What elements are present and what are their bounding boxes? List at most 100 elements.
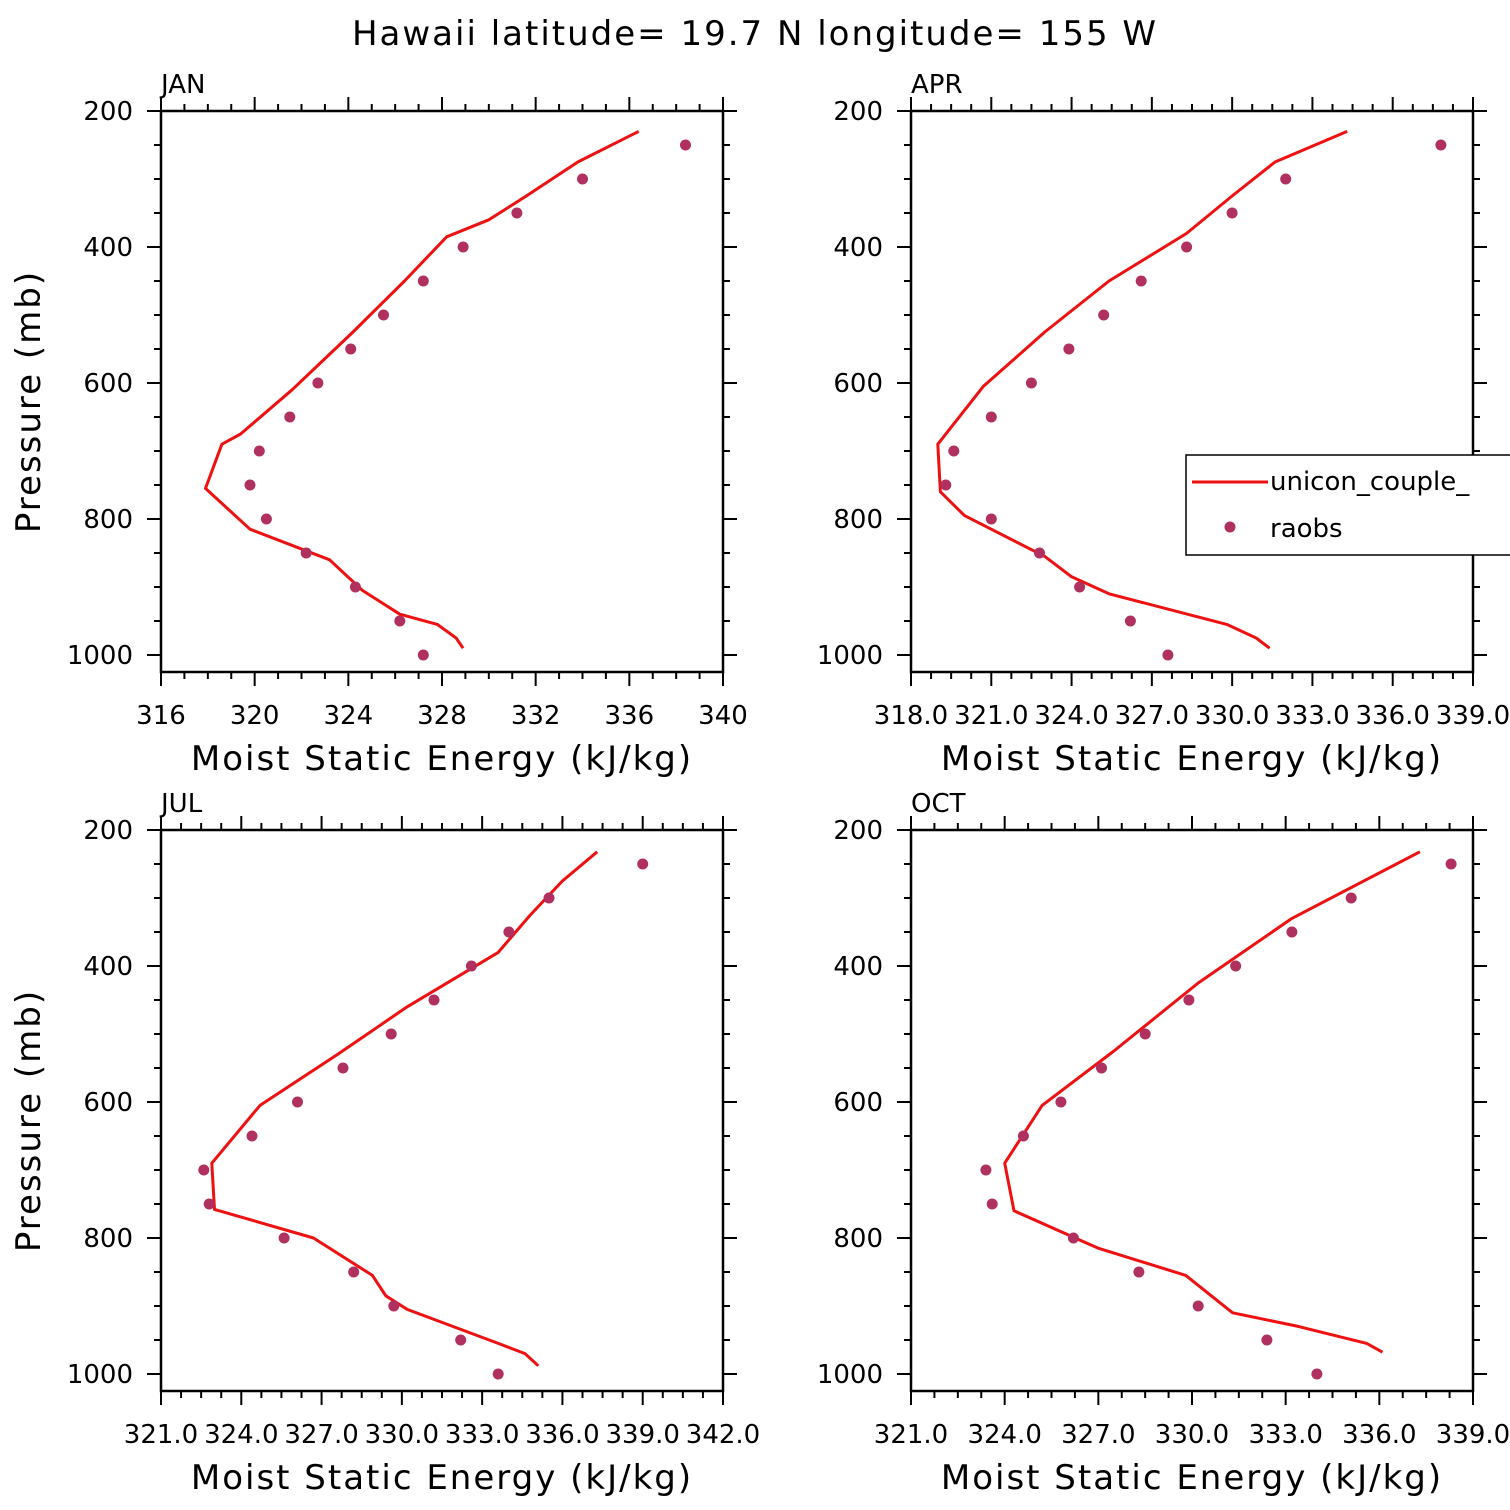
x-tick-label: 333.0 (445, 1420, 519, 1450)
data-point-raobs (1055, 1096, 1067, 1108)
data-point-raobs (1025, 377, 1037, 389)
plot-data (936, 130, 1447, 661)
legend-obs-label: raobs (1270, 514, 1343, 544)
legend-model-label: unicon_couple_ (1270, 467, 1470, 497)
data-point-raobs (986, 1198, 998, 1210)
data-point-raobs (1124, 615, 1136, 627)
x-tick-label: 330.0 (365, 1420, 439, 1450)
x-tick-label: 327.0 (1115, 701, 1189, 731)
panel-label: JUL (159, 789, 203, 819)
x-tick-label: 339.0 (605, 1420, 679, 1450)
data-point-raobs (637, 858, 649, 870)
panel-label: JAN (159, 70, 205, 100)
data-point-raobs (1261, 1334, 1273, 1346)
x-tick-label: 336.0 (1355, 701, 1429, 731)
x-tick-label: 324.0 (967, 1420, 1041, 1450)
data-point-raobs (337, 1062, 349, 1074)
data-point-raobs (1063, 343, 1075, 355)
data-point-raobs (511, 207, 523, 219)
x-tick-label: 321.0 (954, 701, 1028, 731)
y-tick-label: 600 (83, 369, 133, 399)
legend-box (1185, 454, 1510, 556)
y-tick-label: 200 (833, 816, 883, 846)
data-point-raobs (1226, 207, 1238, 219)
x-axis-label: Moist Static Energy (kJ/kg) (941, 1458, 1443, 1498)
data-point-raobs (577, 173, 588, 185)
x-tick-label: 328 (417, 701, 467, 731)
data-point-raobs (457, 241, 469, 253)
data-point-raobs (980, 1164, 992, 1176)
legend: unicon_couple_ raobs (1185, 454, 1510, 556)
x-tick-label: 318.0 (874, 701, 948, 731)
data-point-raobs (345, 343, 357, 355)
x-tick-label: 324 (324, 701, 374, 731)
data-point-raobs (1135, 275, 1147, 287)
data-point-raobs (300, 547, 312, 559)
data-point-raobs (253, 445, 265, 457)
figure-title: Hawaii latitude= 19.7 N longitude= 155 W (352, 14, 1158, 54)
data-point-raobs (1311, 1368, 1323, 1380)
data-point-raobs (349, 581, 361, 593)
x-tick-label: 321.0 (874, 1420, 948, 1450)
data-point-raobs (1098, 309, 1110, 321)
plot-frame (159, 828, 725, 1393)
data-point-raobs (1074, 581, 1086, 593)
x-tick-label: 316 (136, 701, 186, 731)
data-point-raobs (1183, 994, 1195, 1006)
plot-frame (159, 109, 725, 674)
data-point-raobs (1435, 139, 1447, 151)
y-tick-label: 200 (833, 97, 883, 127)
y-tick-label: 200 (83, 816, 133, 846)
y-tick-label: 1000 (817, 641, 883, 671)
series-line-model (1003, 850, 1421, 1354)
data-point-raobs (985, 513, 997, 525)
x-tick-label: 327.0 (1061, 1420, 1135, 1450)
data-point-raobs (948, 445, 960, 457)
x-axis-label: Moist Static Energy (kJ/kg) (191, 1458, 693, 1498)
data-point-raobs (394, 615, 406, 627)
x-axis-label: Moist Static Energy (kJ/kg) (191, 739, 693, 779)
plot-data (204, 130, 691, 661)
data-point-raobs (417, 649, 429, 661)
x-tick-label: 320 (230, 701, 280, 731)
data-point-raobs (1286, 926, 1298, 938)
y-tick-label: 800 (833, 1224, 883, 1254)
data-point-raobs (543, 892, 555, 904)
legend-dot-swatch (1224, 521, 1236, 533)
panel-oct: OCT 200 400 600 800 1000 321.0 324.0 327.0 330.0 3… (817, 789, 1510, 1498)
data-point-raobs (1280, 173, 1292, 185)
data-point-raobs (1192, 1300, 1204, 1312)
data-point-raobs (1034, 547, 1045, 559)
data-point-raobs (244, 479, 256, 491)
data-point-raobs (292, 1096, 303, 1108)
data-point-raobs (503, 926, 515, 938)
data-point-raobs (985, 411, 997, 423)
data-point-raobs (1445, 858, 1457, 870)
y-tick-label: 200 (83, 97, 133, 127)
plot-frame (909, 109, 1475, 674)
plot-frame (909, 828, 1475, 1393)
x-tick-label: 324.0 (204, 1420, 278, 1450)
x-axis-label: Moist Static Energy (kJ/kg) (941, 739, 1443, 779)
y-tick-label: 1000 (67, 1360, 133, 1390)
data-point-raobs (348, 1266, 360, 1278)
y-tick-label: 800 (83, 1224, 133, 1254)
x-tick-label: 339.0 (1436, 701, 1510, 731)
series-line-model (210, 850, 599, 1367)
series-line-model (936, 130, 1348, 650)
y-tick-label: 400 (83, 952, 133, 982)
y-tick-label: 600 (833, 1088, 883, 1118)
data-point-raobs (312, 377, 324, 389)
x-tick-label: 330.0 (1155, 1420, 1229, 1450)
x-tick-label: 333.0 (1248, 1420, 1322, 1450)
data-point-raobs (198, 1164, 210, 1176)
data-point-raobs (940, 479, 952, 491)
data-point-raobs (1162, 649, 1174, 661)
data-point-raobs (455, 1334, 467, 1346)
y-tick-label: 400 (833, 233, 883, 263)
x-tick-label: 327.0 (284, 1420, 358, 1450)
